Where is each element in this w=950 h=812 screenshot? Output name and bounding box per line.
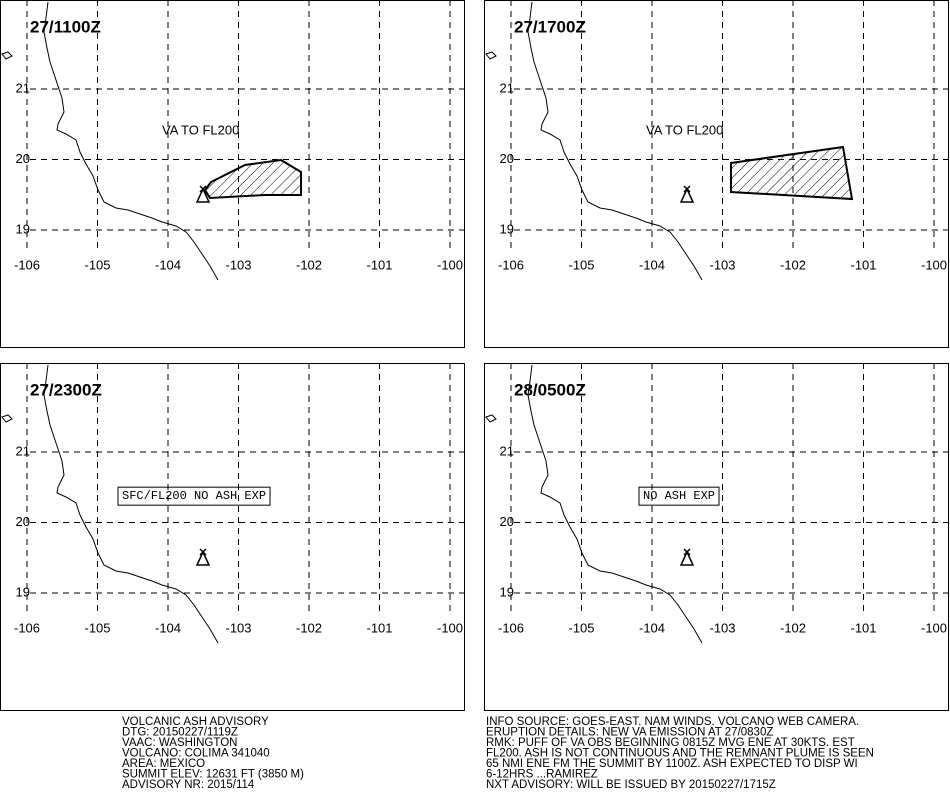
island (1, 51, 13, 60)
volcano-symbol (195, 548, 211, 566)
longitude-label: -102 (780, 620, 806, 635)
latitude-label: 19 (500, 221, 514, 236)
coastline (527, 1, 703, 281)
longitude-label: -103 (709, 620, 735, 635)
longitude-label: -106 (498, 620, 524, 635)
annotation: SFC/FL200 NO ASH EXP (122, 489, 266, 503)
longitude-label: -104 (155, 620, 181, 635)
longitude-label: -104 (639, 620, 665, 635)
volcano-symbol (679, 185, 695, 203)
footer-line: VAAC: WASHINGTON (122, 737, 237, 749)
ash-area (730, 145, 854, 201)
panel-content (1, 0, 465, 281)
longitude-label: -102 (780, 257, 806, 272)
panel-content (485, 363, 949, 644)
longitude-label: -101 (850, 257, 876, 272)
footer-line: AREA: MEXICO (122, 758, 205, 770)
volcano-symbol (679, 548, 695, 566)
longitude-label: -101 (366, 257, 392, 272)
longitude-label: -103 (225, 620, 251, 635)
latitude-label: 19 (500, 584, 514, 599)
latitude-label: 21 (500, 80, 514, 95)
volcano-symbol (195, 185, 211, 203)
panel-content (1, 363, 465, 644)
latitude-label: 21 (16, 80, 30, 95)
panel-border (484, 0, 949, 348)
map-panel: -106 -105 -104 -103 -102 -101 -100 21 20 19 27/110… (0, 0, 465, 348)
footer-line: DTG: 20150227/1119Z (122, 727, 238, 739)
annotation: NO ASH EXP (643, 489, 715, 503)
valid-time: 28/0500Z (514, 380, 586, 399)
footer-line: FL200. ASH IS NOT CONTINUOUS AND THE REM… (486, 748, 874, 760)
footer-line: 6-12HRS ...RAMIREZ (486, 769, 598, 781)
map-panel: -106 -105 -104 -103 -102 -101 -100 21 20 19 27/170… (484, 0, 949, 348)
longitude-label: -101 (366, 620, 392, 635)
latitude-label: 20 (16, 151, 30, 166)
footer-line: INFO SOURCE: GOES-EAST. NAM WINDS. VOLCA… (486, 716, 859, 728)
footer-line: ERUPTION DETAILS: NEW VA EMISSION AT 27/… (486, 727, 773, 739)
longitude-label: -100 (921, 620, 947, 635)
longitude-label: -105 (84, 257, 110, 272)
annotation-box (117, 486, 271, 506)
longitude-label: -103 (225, 257, 251, 272)
longitude-label: -101 (850, 620, 876, 635)
footer-line: 65 NMI ENE FM THE SUMMIT BY 1100Z. ASH E… (486, 758, 858, 770)
coastline (527, 364, 703, 644)
ash-area (203, 158, 302, 200)
longitude-label: -105 (568, 620, 594, 635)
longitude-label: -106 (498, 257, 524, 272)
coastline (43, 1, 219, 281)
longitude-label: -102 (296, 257, 322, 272)
annotation-box (638, 486, 720, 506)
longitude-label: -100 (437, 257, 463, 272)
panel-border (0, 363, 465, 711)
footer-line: VOLCANIC ASH ADVISORY (122, 716, 269, 728)
map-panel: -106 -105 -104 -103 -102 -101 -100 21 20 19 27/230… (0, 363, 465, 711)
longitude-label: -105 (84, 620, 110, 635)
footer-line: NXT ADVISORY: WILL BE ISSUED BY 20150227… (486, 779, 776, 791)
longitude-label: -104 (155, 257, 181, 272)
latitude-label: 21 (500, 443, 514, 458)
valid-time: 27/1100Z (30, 17, 101, 36)
latitude-label: 20 (500, 514, 514, 529)
panel-content (485, 0, 949, 281)
latitude-label: 20 (500, 151, 514, 166)
panel-border (484, 363, 949, 711)
footer-line: VOLCANO: COLIMA 341040 (122, 748, 270, 760)
coastline (43, 364, 219, 644)
latitude-label: 19 (16, 221, 30, 236)
longitude-label: -100 (921, 257, 947, 272)
longitude-label: -106 (14, 257, 40, 272)
footer-line: RMK: PUFF OF VA OBS BEGINNING 0815Z MVG … (486, 737, 855, 749)
longitude-label: -105 (568, 257, 594, 272)
latitude-label: 21 (16, 443, 30, 458)
longitude-label: -100 (437, 620, 463, 635)
valid-time: 27/2300Z (30, 380, 102, 399)
footer-line: ADVISORY NR: 2015/114 (122, 779, 255, 791)
longitude-label: -104 (639, 257, 665, 272)
longitude-label: -102 (296, 620, 322, 635)
island (485, 414, 497, 423)
island (1, 414, 13, 423)
latitude-label: 20 (16, 514, 30, 529)
island (485, 51, 497, 60)
annotation: VA TO FL200 (646, 122, 723, 137)
footer-line: SUMMIT ELEV: 12631 FT (3850 M) (122, 769, 304, 781)
map-panel: -106 -105 -104 -103 -102 -101 -100 21 20 19 28/050… (484, 363, 949, 711)
longitude-label: -106 (14, 620, 40, 635)
valid-time: 27/1700Z (514, 17, 586, 36)
latitude-label: 19 (16, 584, 30, 599)
annotation: VA TO FL200 (162, 122, 239, 137)
longitude-label: -103 (709, 257, 735, 272)
